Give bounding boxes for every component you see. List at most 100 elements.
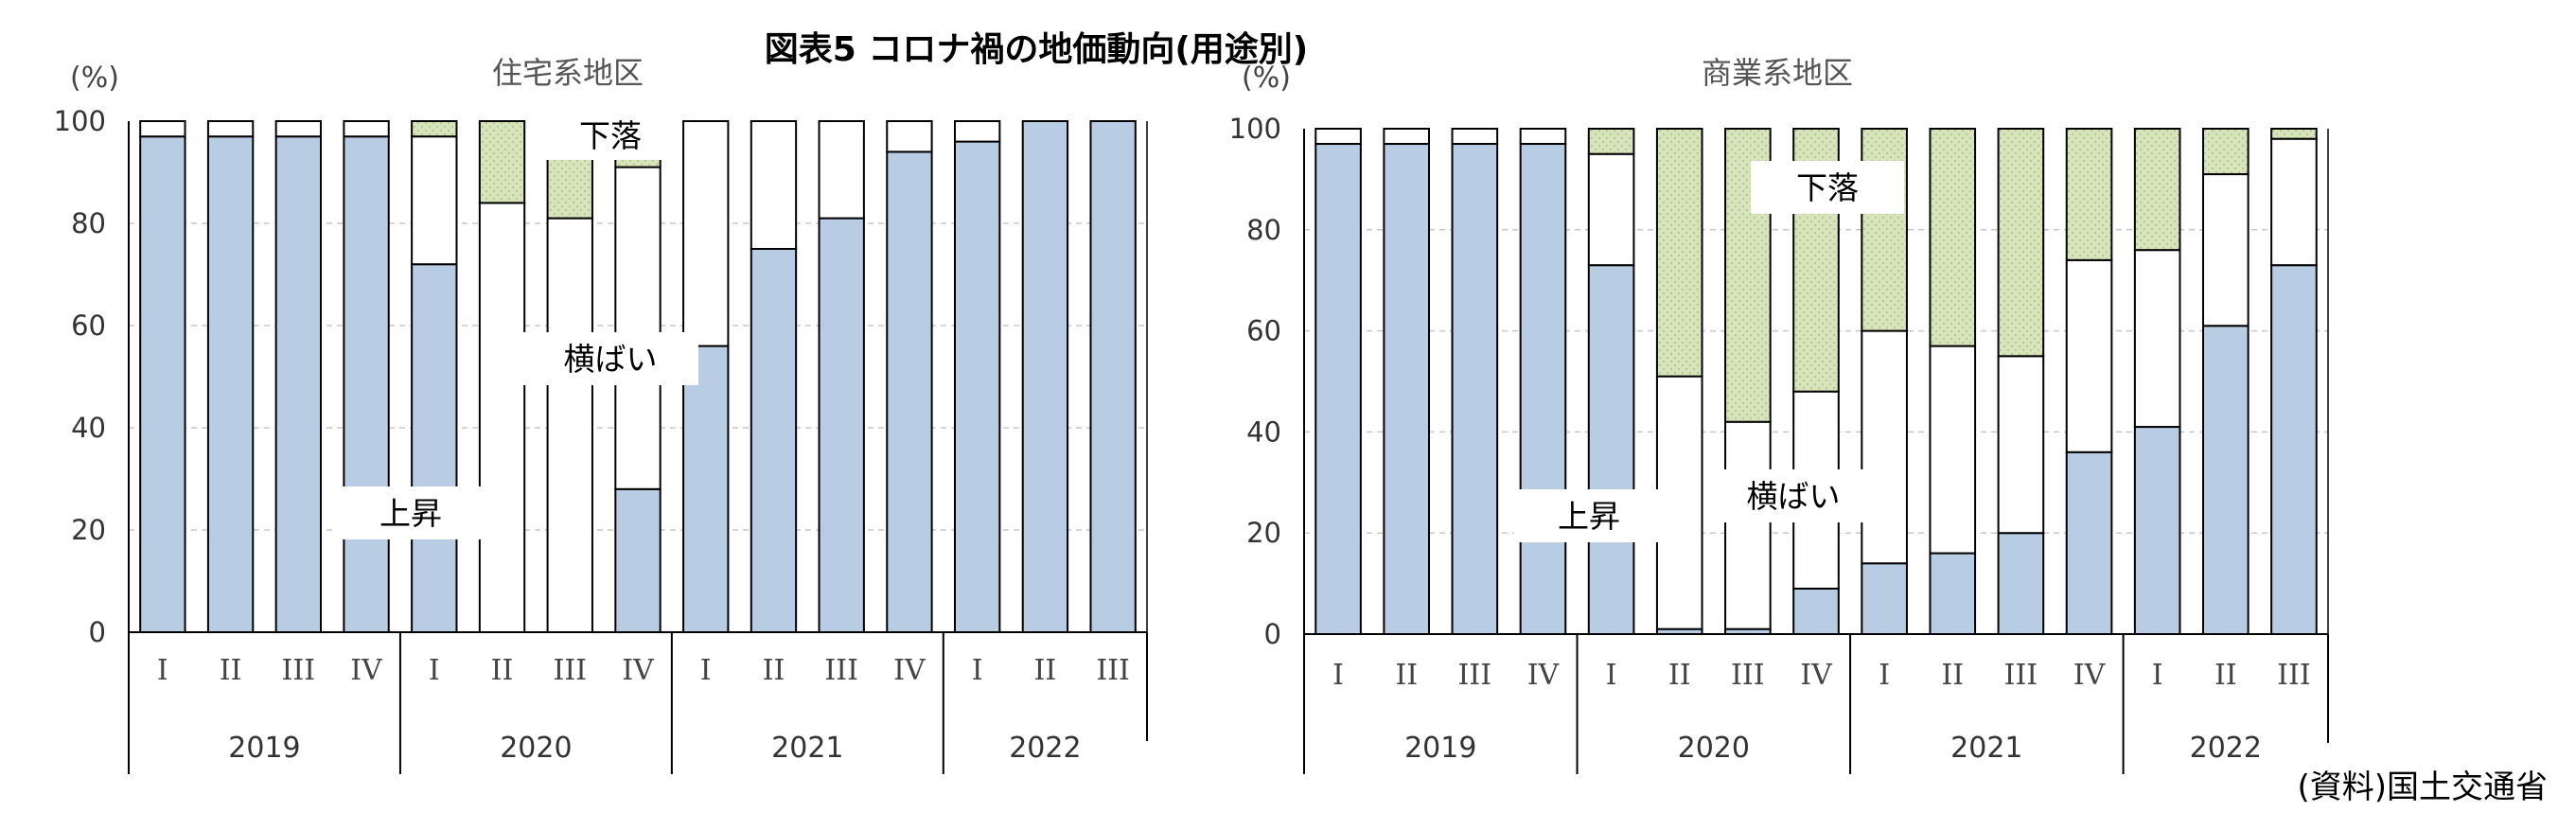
bar-flat bbox=[411, 135, 458, 266]
x-tick-label: II bbox=[220, 654, 242, 687]
x-tick-label: II bbox=[763, 654, 785, 687]
bar-rise bbox=[2270, 264, 2318, 635]
bar-flat bbox=[2133, 249, 2181, 429]
y-tick-label: 20 bbox=[71, 514, 106, 546]
bar-flat bbox=[1861, 329, 1908, 565]
y-tick-label: 80 bbox=[1246, 214, 1281, 246]
bar-fall bbox=[478, 120, 526, 204]
bar-rise bbox=[274, 135, 323, 633]
bar-rise bbox=[1089, 120, 1137, 633]
year-label: 2019 bbox=[228, 732, 300, 765]
bar-flat bbox=[274, 120, 323, 138]
bar-flat bbox=[1724, 420, 1772, 630]
bar-rise bbox=[139, 135, 186, 633]
x-tick-label: II bbox=[1941, 659, 1964, 692]
bar-rise bbox=[1929, 552, 1977, 635]
bar-rise bbox=[411, 263, 458, 633]
bar-rise bbox=[750, 248, 798, 633]
bar-rise bbox=[818, 217, 865, 633]
bar-flat bbox=[206, 120, 255, 138]
bar-rise bbox=[614, 487, 662, 633]
x-tick-label: III bbox=[553, 654, 587, 687]
figure-title: 図表5 コロナ禍の地価動向(用途別) bbox=[765, 29, 1309, 69]
bar-fall bbox=[2133, 128, 2181, 252]
bar-rise bbox=[206, 135, 255, 633]
bar-fall bbox=[2201, 128, 2250, 176]
x-tick-label: III bbox=[1096, 654, 1130, 687]
bar-flat bbox=[343, 120, 390, 138]
annotation-box-flat bbox=[1705, 469, 1881, 522]
bar-flat bbox=[478, 202, 526, 633]
panel-title: 住宅系地区 bbox=[492, 55, 644, 91]
bar-flat bbox=[953, 120, 1001, 143]
y-tick-label: 100 bbox=[54, 105, 106, 137]
bar-fall bbox=[411, 120, 458, 138]
y-tick-label: 40 bbox=[1246, 415, 1281, 448]
annotation-box-rise bbox=[1514, 489, 1664, 542]
bar-flat bbox=[2065, 258, 2113, 453]
bar-flat bbox=[614, 166, 662, 490]
x-tick-label: IV bbox=[622, 654, 655, 687]
annotation-label-fall: 下落 bbox=[579, 117, 642, 154]
x-tick-label: III bbox=[2277, 659, 2311, 692]
bar-rise bbox=[1519, 143, 1567, 635]
bar-rise bbox=[1792, 587, 1840, 636]
x-tick-label: II bbox=[1395, 659, 1418, 692]
bar-fall bbox=[1655, 128, 1703, 378]
bar-flat bbox=[1383, 128, 1431, 146]
y-tick-label: 60 bbox=[71, 309, 106, 342]
bar-rise bbox=[1451, 143, 1499, 635]
source-note: (資料)国土交通省 bbox=[2297, 768, 2548, 806]
annotation-box-fall bbox=[1751, 161, 1904, 214]
x-tick-label: IV bbox=[2073, 659, 2107, 692]
bar-fall bbox=[1929, 128, 1977, 347]
bar-rise bbox=[1997, 532, 2045, 636]
annotation-box-flat bbox=[522, 332, 698, 385]
x-tick-label: I bbox=[157, 654, 168, 687]
x-tick-label: II bbox=[491, 654, 514, 687]
bar-flat bbox=[682, 120, 730, 347]
y-tick-label: 100 bbox=[1229, 113, 1281, 145]
x-tick-label: IV bbox=[893, 654, 926, 687]
year-label: 2020 bbox=[1678, 732, 1750, 765]
y-axis-unit: (%) bbox=[70, 62, 119, 95]
y-tick-label: 80 bbox=[71, 207, 106, 239]
x-tick-label: I bbox=[1606, 659, 1617, 692]
x-tick-label: II bbox=[1668, 659, 1691, 692]
year-label: 2019 bbox=[1404, 732, 1476, 765]
bar-rise bbox=[2065, 450, 2113, 636]
bar-fall bbox=[2270, 128, 2318, 140]
annotation-label-fall: 下落 bbox=[1796, 169, 1859, 206]
bar-flat bbox=[1519, 128, 1567, 146]
bar-flat bbox=[2201, 173, 2250, 327]
panel-title: 商業系地区 bbox=[1702, 55, 1853, 91]
bar-fall bbox=[2065, 128, 2113, 261]
x-tick-label: I bbox=[2152, 659, 2163, 692]
annotation-box-fall bbox=[546, 111, 675, 160]
year-label: 2022 bbox=[2190, 732, 2262, 765]
bar-rise bbox=[1861, 562, 1908, 635]
bar-rise bbox=[953, 140, 1001, 634]
x-tick-label: III bbox=[824, 654, 858, 687]
bar-flat bbox=[546, 217, 593, 633]
bar-flat bbox=[886, 120, 933, 153]
year-label: 2020 bbox=[500, 732, 572, 765]
bar-flat bbox=[139, 120, 186, 138]
bar-flat bbox=[1655, 375, 1703, 630]
annotation-label-rise: 上昇 bbox=[379, 495, 442, 532]
y-tick-label: 20 bbox=[1246, 517, 1281, 549]
bar-rise bbox=[2201, 325, 2250, 635]
bar-fall bbox=[1861, 128, 1908, 332]
annotation-label-flat: 横ばい bbox=[1747, 478, 1841, 515]
bar-flat bbox=[1451, 128, 1499, 146]
x-tick-label: II bbox=[2214, 659, 2237, 692]
y-tick-label: 0 bbox=[1264, 618, 1281, 650]
annotation-label-rise: 上昇 bbox=[1558, 498, 1620, 535]
bar-rise bbox=[1021, 120, 1069, 633]
x-tick-label: III bbox=[282, 654, 316, 687]
x-tick-label: I bbox=[972, 654, 983, 687]
bar-flat bbox=[1997, 355, 2045, 535]
year-label: 2021 bbox=[1950, 732, 2022, 765]
